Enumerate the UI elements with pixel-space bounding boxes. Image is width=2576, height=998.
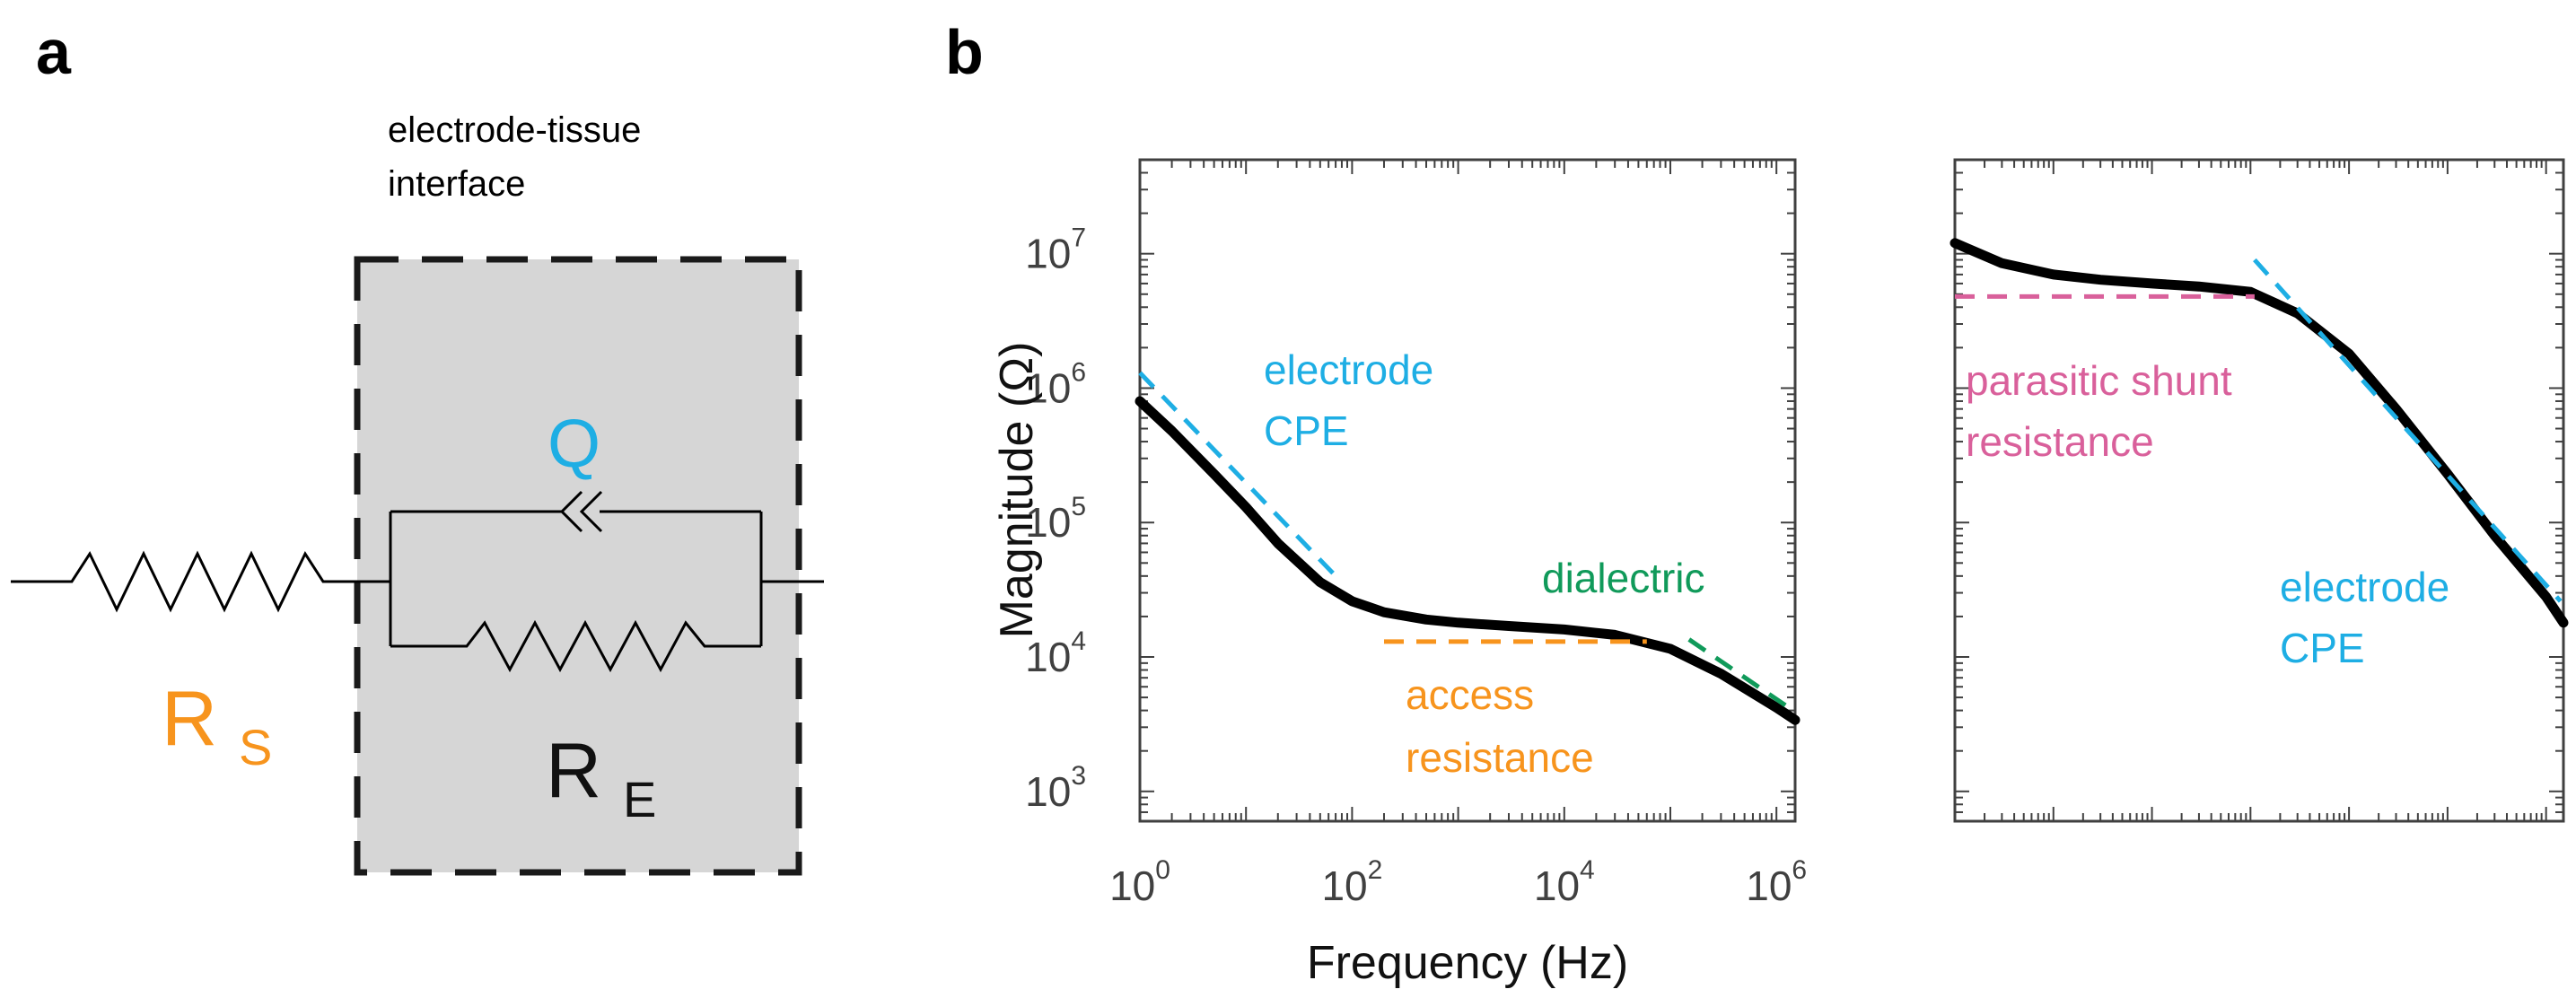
panel-a-label: a [36, 17, 72, 87]
electrode-cpe-left-line1: electrode [1264, 346, 1433, 393]
electrode-cpe-right-line1: electrode [2280, 564, 2449, 610]
dialectric-label: dialectric [1542, 555, 1705, 601]
q-label: Q [548, 406, 600, 482]
x-tick-label: 102 [1321, 855, 1382, 909]
chart-left-frame [1138, 158, 1797, 823]
rs-label-sub: S [239, 719, 272, 775]
rs-label-main: R [162, 676, 217, 762]
chart-right-series [1950, 238, 2569, 628]
panel-a: a electrode-tissue interface Q R S R E [11, 17, 824, 876]
chart-right-ticks [1954, 159, 2563, 822]
y-tick-label: 104 [1025, 626, 1086, 680]
panel-b-label: b [945, 17, 984, 87]
x-tick-label: 106 [1746, 855, 1807, 909]
cpe-symbol [559, 490, 603, 533]
chart-left: 100 102 104 106 103 104 105 106 107 Frequency (H… [991, 158, 1807, 989]
chart-left-tick-labels: 100 102 104 106 103 104 105 106 107 [1025, 223, 1807, 909]
chart-left-series [1135, 371, 1801, 725]
x-tick-label: 104 [1534, 855, 1595, 909]
electrode-cpe-right-line2: CPE [2280, 625, 2365, 671]
re-label-sub: E [623, 771, 656, 827]
y-tick-label: 107 [1025, 223, 1086, 277]
re-label-main: R [546, 728, 601, 814]
electrode-resistor-re [390, 619, 761, 673]
interface-box [354, 256, 802, 876]
right-series-electrode-cpe [2253, 258, 2563, 603]
series-resistor-rs [11, 550, 390, 613]
parasitic-line2: resistance [1966, 418, 2154, 465]
left-series-dialectric [1687, 637, 1797, 714]
electrode-cpe-left-line2: CPE [1264, 407, 1349, 454]
chart-left-ticks [1139, 159, 1795, 822]
y-axis-label: Magnitude (Ω) [991, 342, 1043, 639]
rs-label: R S [162, 676, 272, 775]
left-series-impedance-magnitude [1135, 396, 1801, 725]
box-title-line1: electrode-tissue [388, 110, 641, 150]
left-series-electrode-cpe [1138, 371, 1337, 578]
parasitic-line1: parasitic shunt [1966, 357, 2232, 404]
panel-b: b 100 102 104 106 103 104 105 106 107 Frequency … [945, 17, 2569, 989]
x-tick-label: 100 [1109, 855, 1170, 909]
right-series-impedance-magnitude [1950, 238, 2569, 628]
x-axis-label: Frequency (Hz) [1307, 937, 1628, 989]
y-tick-label: 103 [1025, 761, 1086, 815]
access-resistance-line2: resistance [1406, 734, 1594, 781]
access-resistance-line1: access [1406, 671, 1534, 718]
chart-right: parasitic shunt resistance electrode CPE [1950, 158, 2569, 823]
re-label: R E [546, 728, 656, 827]
box-title-line2: interface [388, 164, 525, 204]
chart-right-frame [1953, 158, 2565, 823]
y-tick-label: 106 [1025, 357, 1086, 411]
y-tick-label: 105 [1025, 492, 1086, 546]
